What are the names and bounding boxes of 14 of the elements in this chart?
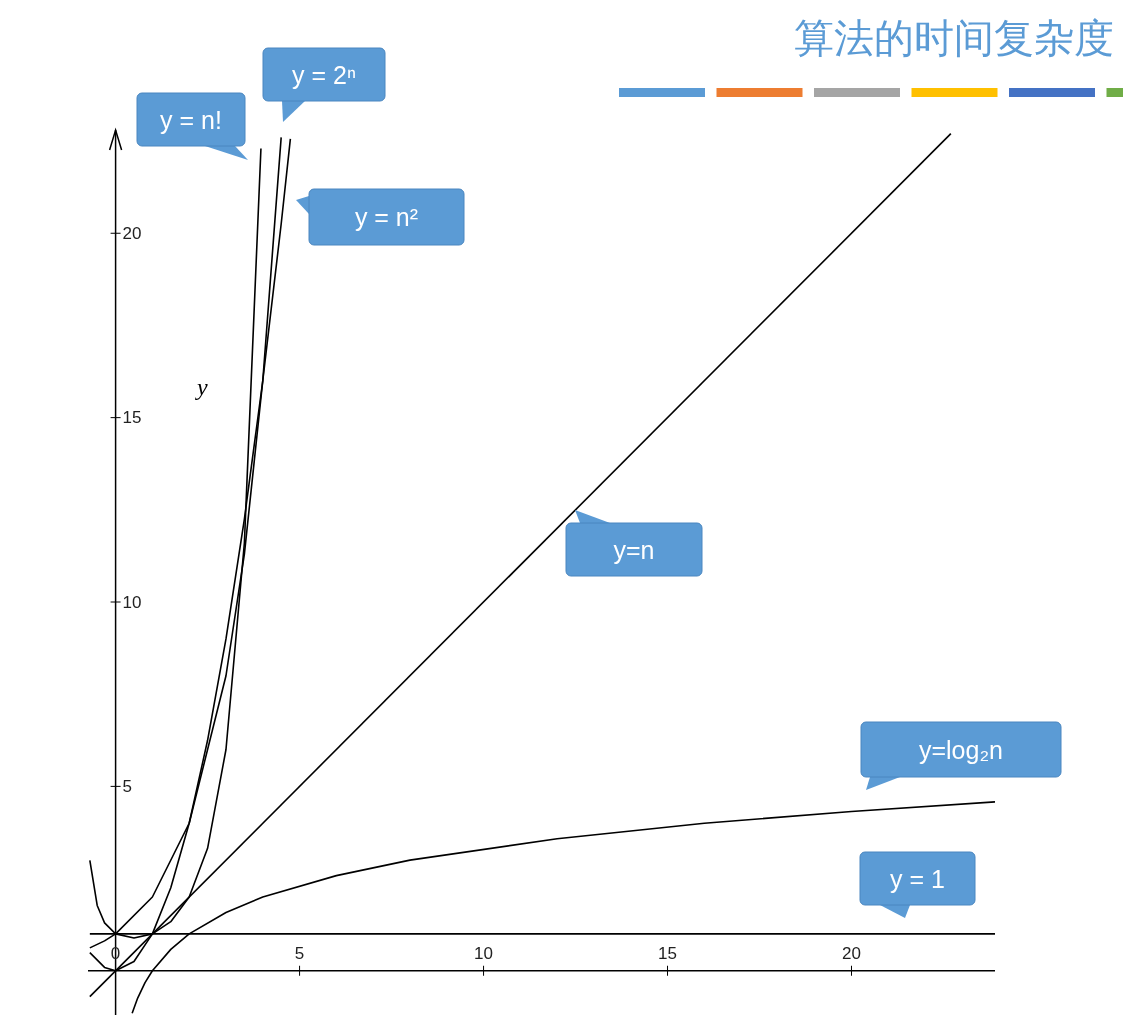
x-tick-label: 15	[658, 943, 677, 963]
chart-title: 算法的时间复杂度	[794, 16, 1114, 60]
y-tick-label: 15	[122, 408, 142, 428]
series-label: y = 1	[890, 864, 945, 893]
y-tick-label: 10	[122, 592, 142, 612]
series-label: y=n	[613, 535, 655, 564]
y-axis-title: y	[195, 374, 208, 400]
y-tick-label: 5	[122, 776, 133, 796]
x-tick-label: 10	[474, 943, 494, 963]
y-tick-label: 20	[122, 223, 142, 243]
x-tick-label: 20	[842, 943, 861, 963]
x-tick-label: 5	[294, 943, 305, 963]
series-label: y = n!	[160, 105, 222, 134]
series-label: y=log₂n	[918, 735, 1004, 764]
